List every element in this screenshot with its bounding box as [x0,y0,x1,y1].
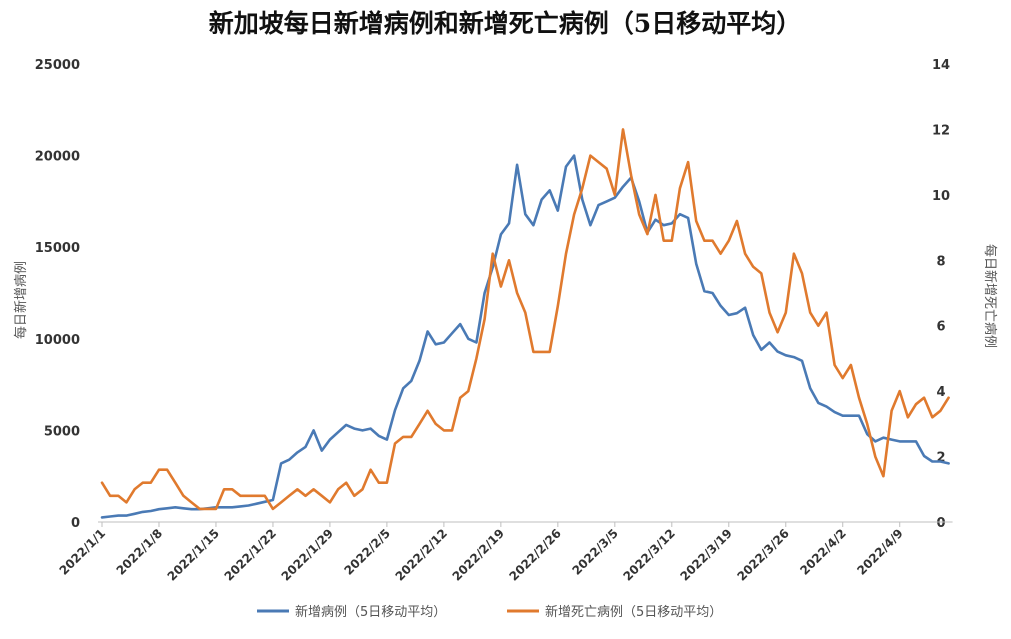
legend-label-deaths: 新增死亡病例（5日移动平均） [545,604,722,620]
left-tick-label: 0 [71,516,80,531]
left-axis: 0 5000 10000 15000 20000 25000 [35,58,80,531]
right-tick-label: 10 [932,189,950,204]
right-tick-label: 2 [936,451,945,466]
right-tick-label: 0 [936,516,945,531]
right-axis: 0 2 4 6 8 10 12 14 [932,58,950,531]
left-tick-label: 15000 [35,241,80,256]
right-tick-label: 12 [932,123,950,138]
right-tick-label: 14 [932,58,950,73]
chart-title: 新加坡每日新增病例和新增死亡病例（5日移动平均） [209,9,801,38]
legend: 新增病例（5日移动平均） 新增死亡病例（5日移动平均） [257,604,722,620]
right-tick-label: 4 [936,385,945,400]
legend-item-deaths[interactable]: 新增死亡病例（5日移动平均） [507,604,722,620]
right-axis-title: 每日新增死亡病例 [982,244,998,348]
series-line-deaths [100,128,950,511]
left-axis-title: 每日新增病例 [13,261,29,339]
plot-area [100,128,950,519]
right-tick-label: 8 [936,254,945,269]
left-tick-label: 10000 [35,333,80,348]
series-line-cases [100,154,950,519]
legend-label-cases: 新增病例（5日移动平均） [295,604,446,620]
left-tick-label: 25000 [35,58,80,73]
left-tick-label: 20000 [35,150,80,165]
right-tick-label: 6 [936,320,945,335]
legend-item-cases[interactable]: 新增病例（5日移动平均） [257,604,446,620]
left-tick-label: 5000 [44,424,80,439]
